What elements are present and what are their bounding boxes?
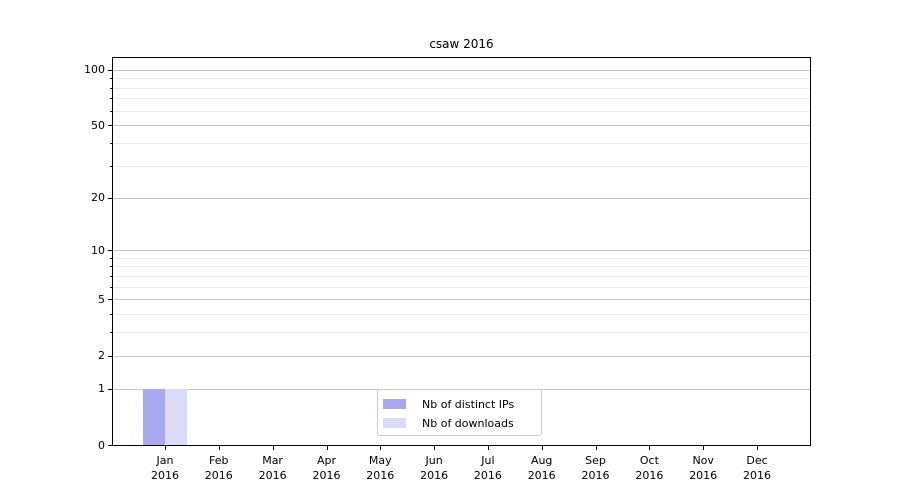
chart-title: csaw 2016: [429, 37, 494, 51]
x-tick-oct: [649, 446, 651, 450]
plot-area: Nb of distinct IPs Nb of downloads: [112, 57, 811, 446]
y-gridline-minor: [113, 286, 810, 288]
y-gridline-minor: [113, 165, 810, 167]
x-tick-label-dec: Dec 2016: [743, 454, 771, 482]
y-gridline-minor: [113, 275, 810, 277]
y-tick-label-0: 0: [98, 438, 105, 452]
legend-label-distinct-ips: Nb of distinct IPs: [422, 397, 515, 411]
y-gridline-major: [113, 355, 810, 357]
x-tick-dec: [757, 446, 758, 450]
x-tick-jun: [434, 446, 436, 450]
x-tick-label-nov: Nov 2016: [689, 454, 718, 482]
y-tick-label-50: 50: [91, 118, 105, 132]
x-tick-feb: [218, 446, 220, 450]
x-tick-jan: [165, 446, 166, 450]
y-gridline-minor: [113, 143, 810, 145]
y-tick-label-2: 2: [98, 349, 105, 363]
bar-distinct-ips-jan: [143, 388, 165, 445]
legend-label-downloads: Nb of downloads: [422, 416, 514, 430]
x-tick-nov: [703, 446, 705, 450]
x-tick-label-apr: Apr 2016: [312, 454, 341, 482]
legend-swatch-distinct-ips: [383, 399, 406, 409]
y-gridline-minor: [113, 87, 810, 89]
y-gridline-minor: [113, 98, 810, 100]
y-gridline-major: [113, 69, 810, 71]
bar-layer: [113, 58, 810, 445]
bar-downloads-jan: [165, 388, 187, 445]
y-tick-label-1: 1: [98, 382, 105, 396]
y-tick-label-5: 5: [98, 292, 105, 306]
x-tick-label-oct: Oct 2016: [635, 454, 664, 482]
x-tick-label-sep: Sep 2016: [581, 454, 610, 482]
x-tick-may: [380, 446, 382, 450]
x-tick-label-feb: Feb 2016: [204, 454, 233, 482]
y-gridline-minor: [113, 78, 810, 80]
legend-item-distinct-ips: Nb of distinct IPs: [383, 397, 541, 412]
x-tick-label-aug: Aug 2016: [527, 454, 556, 482]
y-gridline-major: [113, 250, 810, 252]
y-gridline-major: [113, 299, 810, 301]
y-tick-label-100: 100: [84, 63, 105, 77]
x-tick-label-jul: Jul 2016: [473, 454, 502, 482]
x-tick-label-may: May 2016: [366, 454, 395, 482]
y-gridline-minor: [113, 110, 810, 112]
y-gridline-minor: [113, 332, 810, 334]
x-tick-label-mar: Mar 2016: [258, 454, 287, 482]
y-gridline-minor: [113, 266, 810, 268]
x-tick-jul: [487, 446, 489, 450]
x-tick-label-jan: Jan 2016: [151, 454, 179, 482]
y-gridline-major: [113, 197, 810, 199]
y-tick-label-10: 10: [91, 243, 105, 257]
y-gridline-minor: [113, 257, 810, 259]
x-tick-mar: [272, 446, 274, 450]
x-tick-label-jun: Jun 2016: [420, 454, 449, 482]
legend-swatch-downloads: [383, 418, 406, 428]
x-tick-apr: [326, 446, 328, 450]
y-gridline-major: [113, 125, 810, 127]
legend: Nb of distinct IPs Nb of downloads: [377, 389, 542, 436]
x-tick-aug: [541, 446, 543, 450]
x-tick-sep: [595, 446, 597, 450]
legend-item-downloads: Nb of downloads: [383, 416, 541, 431]
y-gridline-minor: [113, 314, 810, 316]
y-tick-label-20: 20: [91, 191, 105, 204]
